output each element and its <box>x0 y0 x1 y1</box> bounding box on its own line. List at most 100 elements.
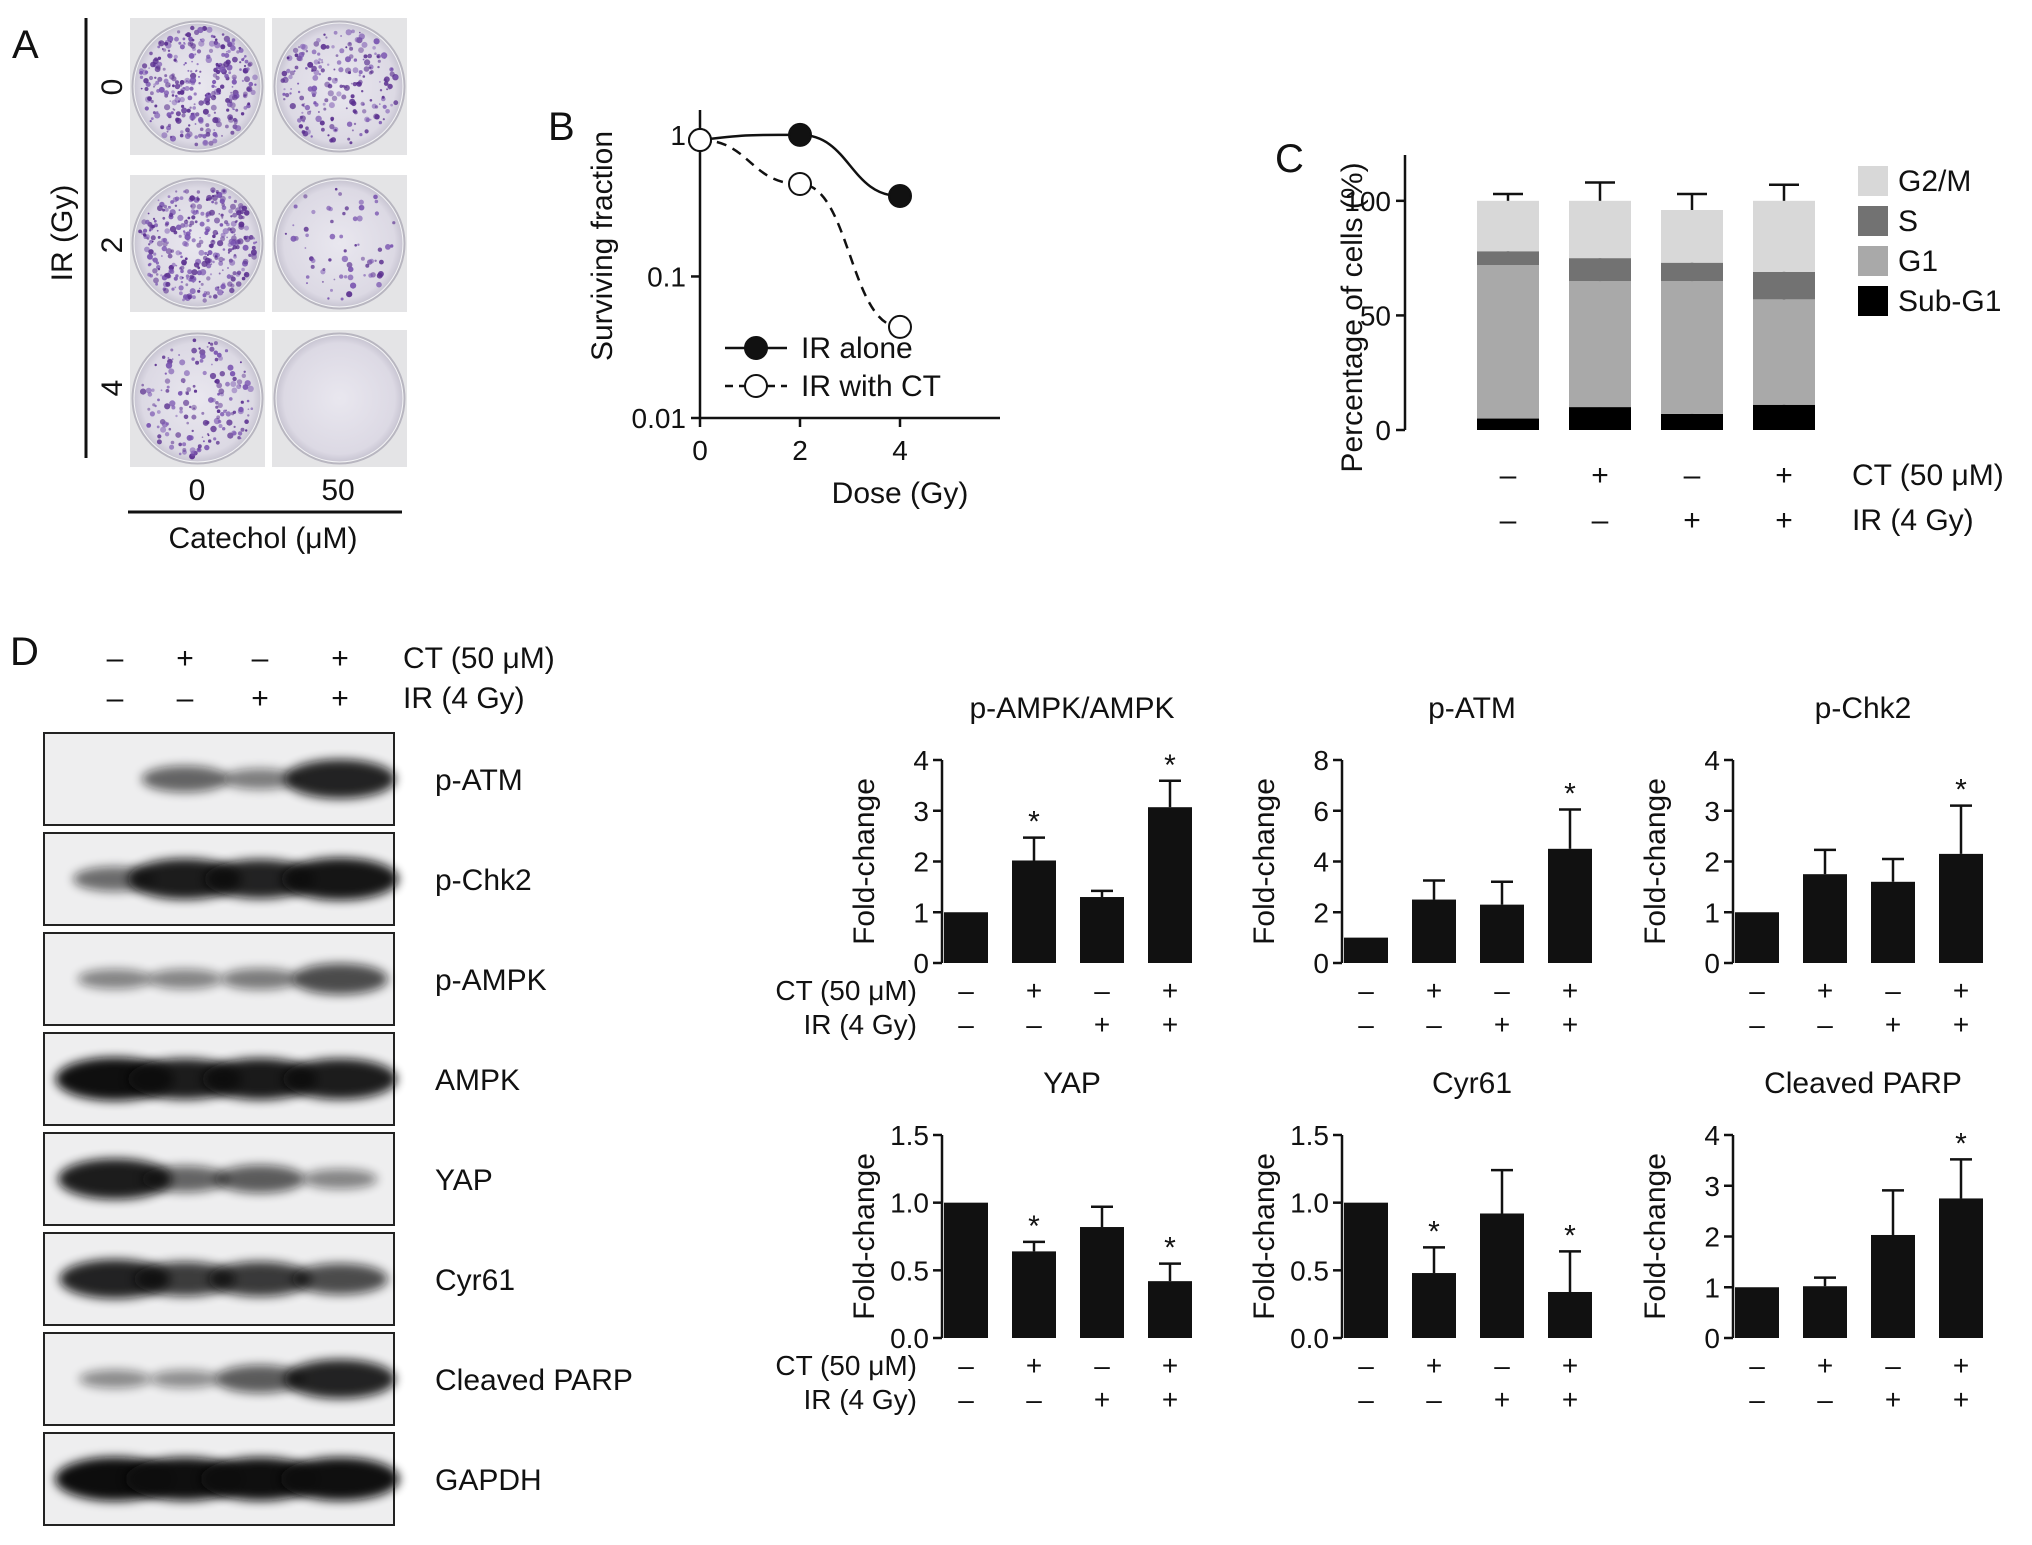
colony <box>321 59 323 61</box>
colony <box>164 403 171 410</box>
colony <box>324 98 329 103</box>
stack-segment <box>1661 281 1723 414</box>
colony <box>215 405 219 409</box>
condition-sign: + <box>1494 1384 1510 1415</box>
colony <box>242 93 248 99</box>
condition-label: CT (50 μM) <box>775 975 917 1006</box>
condition-sign: – <box>1749 1009 1765 1040</box>
colony <box>213 341 218 346</box>
colony <box>286 56 290 60</box>
colony <box>357 243 360 246</box>
colony <box>228 238 235 245</box>
quant-y-tick-label: 4 <box>1704 745 1720 776</box>
colony <box>382 104 387 109</box>
condition-sign: – <box>1358 1384 1374 1415</box>
condition-sign: – <box>1426 1384 1442 1415</box>
colony <box>171 405 176 410</box>
significance-star: * <box>1564 1219 1576 1252</box>
colony <box>374 259 377 262</box>
colony <box>163 90 169 96</box>
colony <box>178 442 182 447</box>
significance-star: * <box>1955 1127 1967 1160</box>
colony <box>294 53 299 57</box>
colony <box>247 385 254 392</box>
bar <box>944 1202 988 1338</box>
condition-sign: + <box>1953 975 1969 1006</box>
colony <box>379 89 383 92</box>
colony <box>199 359 204 363</box>
colony <box>218 388 225 395</box>
condition-sign: – <box>958 975 974 1006</box>
colony <box>182 442 187 447</box>
colony <box>147 407 151 411</box>
colony <box>154 66 161 73</box>
colony <box>358 199 364 205</box>
colony <box>214 86 217 88</box>
colony <box>233 233 236 236</box>
colony <box>330 116 335 121</box>
colony <box>195 350 198 353</box>
condition-sign: + <box>1162 975 1178 1006</box>
legend-swatch <box>1858 206 1888 236</box>
colony <box>339 48 345 54</box>
colony <box>247 102 251 106</box>
colony <box>183 42 186 44</box>
colony <box>390 244 394 248</box>
colony <box>214 378 220 384</box>
bar <box>1480 904 1524 963</box>
colony <box>164 273 168 278</box>
colony <box>179 133 184 138</box>
colony <box>230 381 237 387</box>
condition-sign: – <box>1094 975 1110 1006</box>
colony <box>204 444 210 451</box>
colony <box>227 248 232 253</box>
colony <box>340 297 344 301</box>
western-condition-label: IR (4 Gy) <box>403 682 525 715</box>
colony <box>330 219 334 224</box>
colony <box>305 50 309 53</box>
colony <box>186 238 190 242</box>
colony <box>199 353 206 360</box>
quant-chart-D1: p-AMPK/AMPKFold-change01234––*+––+*++CT … <box>775 692 1192 1040</box>
blot-band <box>141 1165 229 1193</box>
colony <box>178 209 181 212</box>
colony <box>170 249 174 253</box>
colony <box>290 88 292 90</box>
colony <box>226 39 231 44</box>
colony <box>310 264 315 269</box>
colony <box>231 430 237 436</box>
colony <box>218 92 221 95</box>
panel-c-y-tick-label: 0 <box>1375 415 1391 446</box>
colony <box>181 259 187 266</box>
colony <box>184 33 188 37</box>
colony <box>194 135 198 139</box>
colony <box>211 84 215 89</box>
colony <box>167 49 171 52</box>
blot-label: Cyr61 <box>435 1264 515 1297</box>
colony <box>206 291 210 296</box>
colony <box>327 76 332 81</box>
colony <box>205 123 210 128</box>
colony <box>217 392 221 396</box>
colony <box>226 419 233 426</box>
colony <box>207 113 211 117</box>
bar <box>1480 1213 1524 1338</box>
colony <box>198 280 201 283</box>
colony <box>238 406 244 413</box>
colony <box>311 65 317 72</box>
colony <box>338 192 342 196</box>
condition-sign: – <box>1684 459 1701 492</box>
colony <box>187 69 190 72</box>
colony <box>183 86 186 90</box>
colony <box>238 48 244 53</box>
colony <box>189 274 195 280</box>
colony <box>155 273 159 276</box>
colony <box>210 239 216 245</box>
colony <box>184 86 190 91</box>
colony <box>175 190 178 193</box>
colony <box>206 420 210 425</box>
colony <box>191 38 195 42</box>
colony <box>229 228 233 231</box>
panel-b-x-tick-label: 2 <box>792 435 808 466</box>
